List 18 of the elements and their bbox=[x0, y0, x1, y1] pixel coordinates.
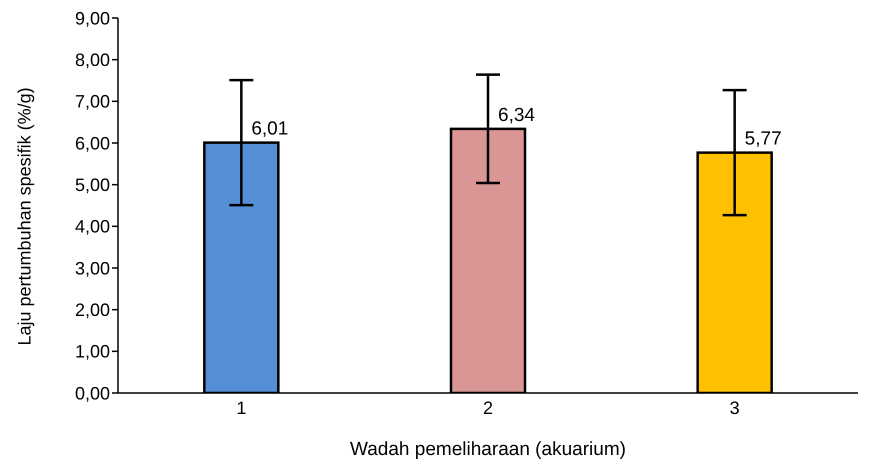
y-tick-label: 6,00 bbox=[74, 133, 110, 154]
x-tick-label: 1 bbox=[236, 398, 246, 418]
data-label: 5,77 bbox=[744, 128, 782, 150]
x-axis-title: Wadah pemeliharaan (akuarium) bbox=[350, 439, 626, 460]
data-label: 6,34 bbox=[498, 104, 536, 126]
y-tick-label: 2,00 bbox=[74, 300, 110, 320]
x-tick-label: 2 bbox=[482, 398, 494, 418]
x-tick-label: 3 bbox=[730, 398, 740, 418]
y-tick-label: 9,00 bbox=[74, 8, 110, 28]
y-tick-label: 7,00 bbox=[74, 92, 110, 112]
y-axis-title: Laju pertumbuhan spesifik (%/g) bbox=[14, 87, 34, 346]
y-tick-label: 3,00 bbox=[74, 258, 110, 278]
y-tick-label: 5,00 bbox=[74, 175, 110, 196]
y-tick-label: 0,00 bbox=[74, 383, 110, 404]
y-tick-label: 4,00 bbox=[74, 216, 110, 237]
y-tick-label: 1,00 bbox=[74, 342, 110, 362]
data-label: 6,01 bbox=[251, 118, 288, 140]
y-tick-label: 8,00 bbox=[74, 50, 110, 70]
